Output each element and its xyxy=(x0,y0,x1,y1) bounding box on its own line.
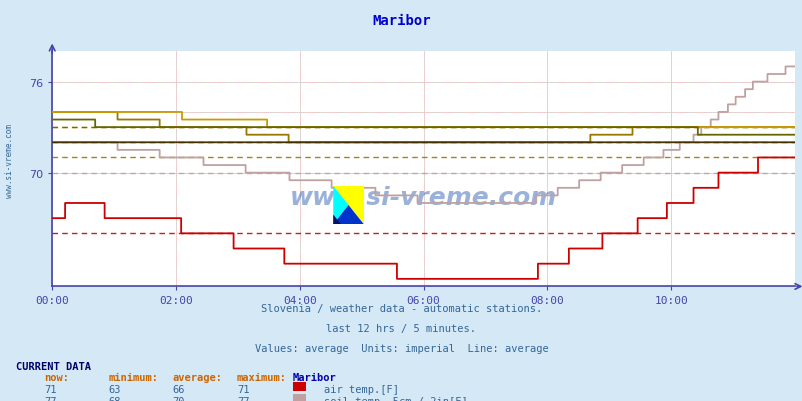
Polygon shape xyxy=(333,186,363,225)
Text: Maribor: Maribor xyxy=(293,372,336,382)
Text: 71: 71 xyxy=(44,384,57,394)
Text: last 12 hrs / 5 minutes.: last 12 hrs / 5 minutes. xyxy=(326,323,476,333)
Text: Values: average  Units: imperial  Line: average: Values: average Units: imperial Line: av… xyxy=(254,343,548,353)
Text: Slovenia / weather data - automatic stations.: Slovenia / weather data - automatic stat… xyxy=(261,303,541,313)
Text: 63: 63 xyxy=(108,384,121,394)
Text: 70: 70 xyxy=(172,396,185,401)
Text: 77: 77 xyxy=(44,396,57,401)
Polygon shape xyxy=(333,205,363,225)
Text: 68: 68 xyxy=(108,396,121,401)
Text: 77: 77 xyxy=(237,396,249,401)
Text: CURRENT DATA: CURRENT DATA xyxy=(16,361,91,371)
Text: www.si-vreme.com: www.si-vreme.com xyxy=(5,124,14,197)
Text: average:: average: xyxy=(172,372,222,382)
Text: 71: 71 xyxy=(237,384,249,394)
Polygon shape xyxy=(333,215,340,225)
Text: air temp.[F]: air temp.[F] xyxy=(323,384,398,394)
Text: soil temp. 5cm / 2in[F]: soil temp. 5cm / 2in[F] xyxy=(323,396,467,401)
Text: maximum:: maximum: xyxy=(237,372,286,382)
Text: now:: now: xyxy=(44,372,69,382)
Polygon shape xyxy=(333,186,348,225)
Text: 66: 66 xyxy=(172,384,185,394)
Text: minimum:: minimum: xyxy=(108,372,158,382)
Text: www.si-vreme.com: www.si-vreme.com xyxy=(290,186,557,210)
Text: Maribor: Maribor xyxy=(371,14,431,28)
